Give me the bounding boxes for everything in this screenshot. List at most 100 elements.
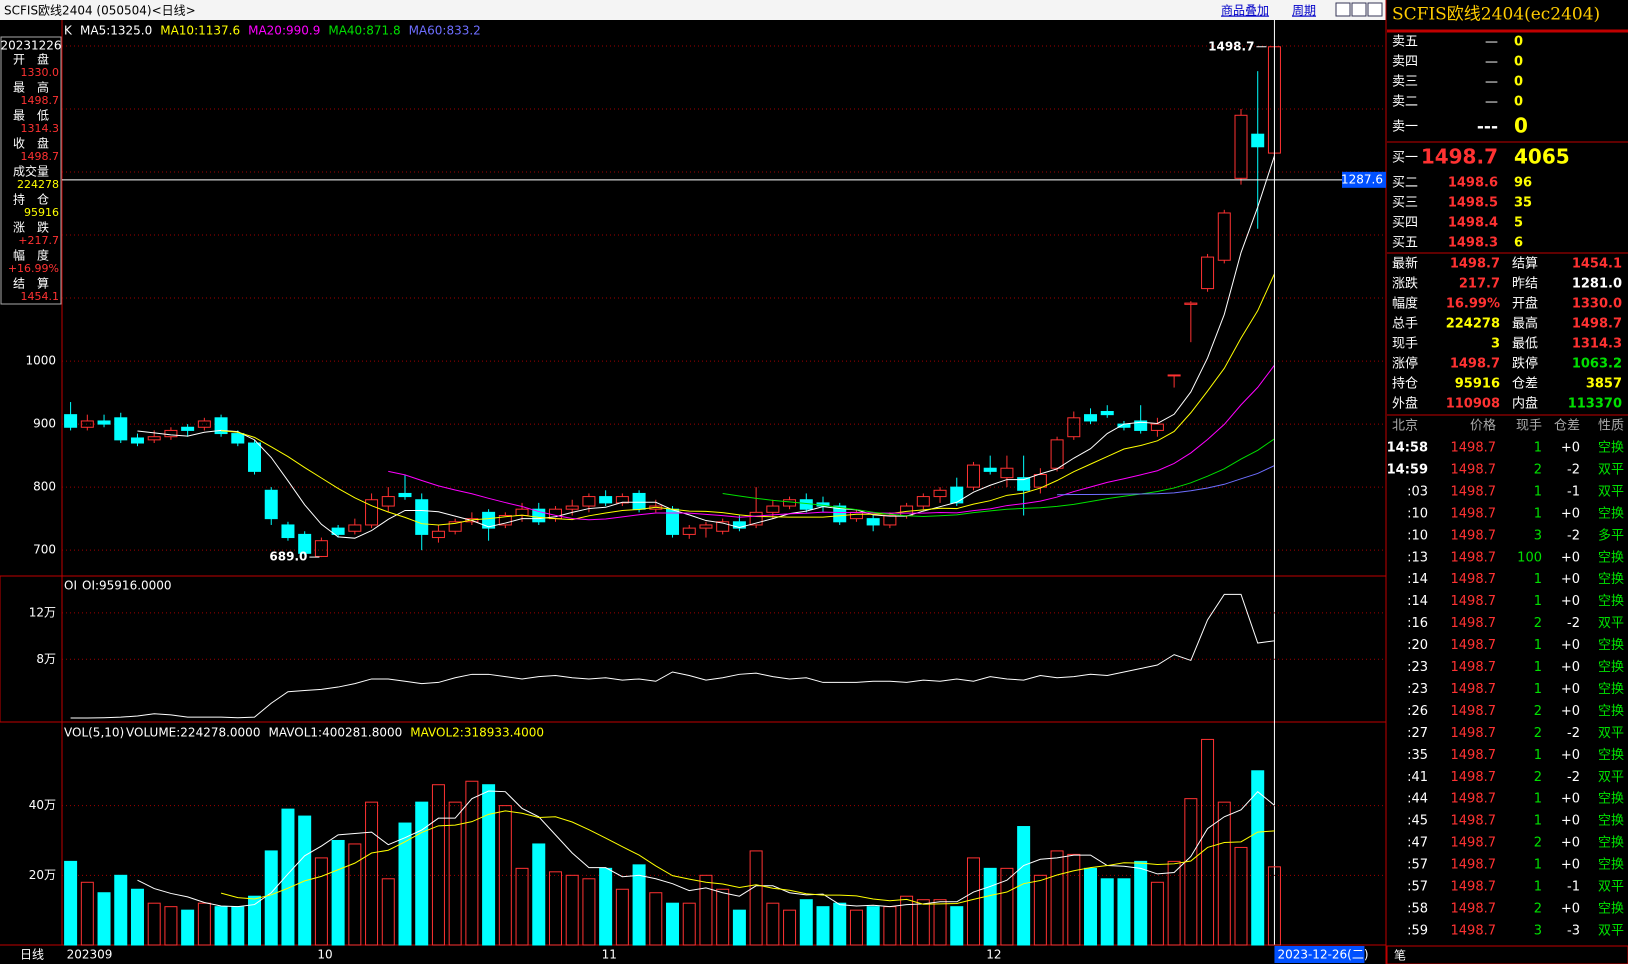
volume-bar (599, 867, 613, 946)
candle-body (1251, 133, 1265, 148)
tick-cell: +0 (1561, 441, 1580, 456)
tick-cell: 1 (1534, 748, 1542, 763)
ask-volume: 0 (1514, 95, 1523, 110)
volume-bar (1134, 860, 1148, 946)
info-value: 1454.1 (21, 290, 60, 303)
candle-body (1033, 474, 1047, 488)
tick-cell: +0 (1561, 792, 1580, 807)
volume-bar (1000, 867, 1014, 946)
legend-value: OI:95916.0000 (82, 579, 172, 593)
stat-value: 1498.7 (1450, 257, 1500, 272)
info-label: 幅 度 (13, 248, 49, 263)
volume-bar (197, 902, 211, 946)
info-value: 1314.3 (21, 122, 60, 135)
tick-cell: 2 (1534, 616, 1542, 631)
tick-cell: :35 (1407, 748, 1428, 763)
tick-cell: +0 (1561, 550, 1580, 565)
tick-cell: 1 (1534, 484, 1542, 499)
stat-value: 1454.1 (1572, 257, 1622, 272)
tick-cell: 1498.7 (1451, 572, 1497, 587)
candle-body (1017, 477, 1031, 491)
tick-cell: 双平 (1598, 462, 1624, 477)
tick-cell: -3 (1567, 923, 1580, 938)
tick-cell: :59 (1407, 923, 1428, 938)
legend-value: VOLUME:224278.0000 (126, 726, 260, 740)
volume-bar (849, 909, 863, 946)
volume-bar (365, 801, 379, 946)
candle-body (197, 420, 211, 428)
tick-cell: 空换 (1598, 550, 1624, 565)
volume-bar (1267, 866, 1281, 946)
stat-value: 16.99% (1446, 297, 1500, 312)
candle-body (1184, 302, 1198, 305)
volume-ma-line (220, 810, 1275, 905)
volume-bar (114, 874, 128, 946)
tick-cell: 1 (1534, 572, 1542, 587)
tick-cell: 2 (1534, 726, 1542, 741)
tick-cell: :23 (1407, 660, 1428, 675)
ma-line (388, 364, 1275, 521)
info-label: 持 仓 (13, 192, 49, 207)
volume-bar (716, 888, 730, 946)
period-link[interactable]: 周期 (1292, 4, 1316, 18)
date-label-box (1274, 946, 1365, 963)
info-value: 224278 (17, 178, 59, 191)
info-value: +217.7 (18, 234, 59, 247)
candle-body (732, 521, 746, 529)
tick-cell: +0 (1561, 858, 1580, 873)
volume-bar (799, 899, 813, 946)
tick-cell: -2 (1567, 726, 1580, 741)
tick-cell: 1498.7 (1451, 660, 1497, 675)
info-label: 结 算 (13, 276, 49, 291)
candle-body (64, 414, 78, 428)
candle-body (398, 492, 412, 498)
stat-label: 最低 (1512, 337, 1538, 352)
tick-cell: 14:59 (1387, 462, 1428, 477)
ma-legend: MA20:990.9 (248, 24, 320, 38)
volume-bar (164, 906, 178, 946)
candle-body (983, 467, 997, 472)
tick-cell: 双平 (1598, 484, 1624, 499)
tab-bar (1386, 945, 1628, 964)
tick-cell: :03 (1407, 484, 1428, 499)
overlay-link[interactable]: 商品叠加 (1221, 3, 1269, 18)
candle-body (599, 496, 613, 504)
volume-bar (1067, 853, 1081, 946)
tick-cell: :26 (1407, 704, 1428, 719)
tick-cell: +0 (1561, 901, 1580, 916)
volume-bar (1234, 846, 1248, 946)
tick-cell: 空换 (1598, 638, 1624, 653)
bid-price: 1498.4 (1448, 216, 1498, 231)
ask-label: 卖四 (1392, 55, 1418, 70)
volume-bar (532, 843, 546, 946)
tick-header: 现手 (1516, 419, 1542, 434)
volume-bar (1150, 881, 1164, 946)
stat-value: 113370 (1568, 397, 1622, 412)
tick-cell: :45 (1407, 814, 1428, 829)
volume-bar (231, 906, 245, 946)
volume-bar (147, 902, 161, 946)
tick-cell: 1498.7 (1451, 484, 1497, 499)
nav-button[interactable] (1351, 2, 1367, 17)
bid-price: 1498.3 (1448, 236, 1498, 251)
tick-cell: 1498.7 (1451, 923, 1497, 938)
volume-bar (1100, 878, 1114, 946)
tick-cell: 双平 (1598, 770, 1624, 785)
volume-bar (498, 805, 512, 946)
tick-cell: 2 (1534, 462, 1542, 477)
volume-bar (833, 902, 847, 946)
nav-button[interactable] (1367, 2, 1383, 17)
nav-button[interactable] (1335, 2, 1351, 17)
candle-body (298, 533, 312, 554)
ma-line (221, 273, 1275, 526)
tick-cell: +0 (1561, 572, 1580, 587)
volume-bar (983, 867, 997, 946)
tick-cell: +0 (1561, 660, 1580, 675)
tick-cell: 1498.7 (1451, 704, 1497, 719)
ask-volume: 0 (1514, 35, 1523, 50)
volume-bar (649, 892, 663, 946)
bid-label: 买五 (1392, 236, 1418, 251)
tick-cell: -2 (1567, 528, 1580, 543)
tab[interactable]: 笔 (1394, 948, 1406, 963)
candle-body (314, 540, 328, 557)
